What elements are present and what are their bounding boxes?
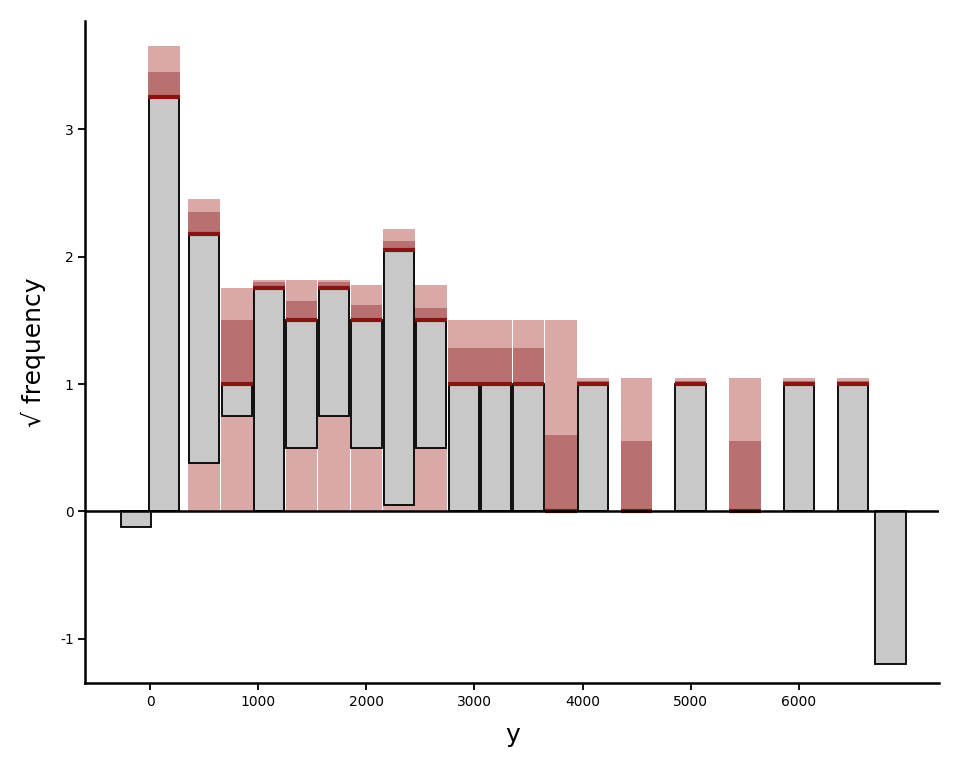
Bar <box>350 305 382 326</box>
Bar <box>782 382 815 384</box>
Bar <box>222 384 252 415</box>
Bar <box>351 320 381 448</box>
Bar <box>350 285 382 511</box>
Bar <box>545 435 577 511</box>
Bar <box>876 511 905 664</box>
Bar <box>578 378 610 511</box>
Y-axis label: √ frequency: √ frequency <box>21 277 46 427</box>
Bar <box>318 282 349 301</box>
Bar <box>286 320 317 448</box>
Bar <box>782 378 815 511</box>
Bar <box>448 384 479 511</box>
X-axis label: y: y <box>505 723 519 747</box>
Bar <box>513 349 544 384</box>
Bar <box>447 349 480 384</box>
Bar <box>253 282 285 301</box>
Bar <box>837 378 869 511</box>
Bar <box>621 442 653 511</box>
Bar <box>384 250 414 505</box>
Bar <box>480 320 512 511</box>
Bar <box>837 382 869 384</box>
Bar <box>383 229 415 511</box>
Bar <box>416 307 447 326</box>
Bar <box>675 382 707 384</box>
Bar <box>513 320 544 511</box>
Bar <box>286 301 318 326</box>
Bar <box>676 384 706 511</box>
Bar <box>416 285 447 511</box>
Bar <box>514 384 543 511</box>
Bar <box>121 511 152 527</box>
Bar <box>319 289 349 415</box>
Bar <box>254 289 284 511</box>
Bar <box>447 320 480 511</box>
Bar <box>149 46 180 511</box>
Bar <box>221 289 252 511</box>
Bar <box>578 382 610 384</box>
Bar <box>318 280 349 511</box>
Bar <box>481 384 512 511</box>
Bar <box>188 212 220 250</box>
Bar <box>480 349 512 384</box>
Bar <box>149 98 180 511</box>
Bar <box>578 384 609 511</box>
Bar <box>783 384 814 511</box>
Bar <box>188 199 220 511</box>
Bar <box>253 280 285 511</box>
Bar <box>383 241 415 263</box>
Bar <box>837 384 868 511</box>
Bar <box>545 320 577 511</box>
Bar <box>221 320 252 384</box>
Bar <box>621 378 653 511</box>
Bar <box>286 280 318 511</box>
Bar <box>729 442 760 511</box>
Bar <box>729 378 760 511</box>
Bar <box>675 378 707 511</box>
Bar <box>416 320 446 448</box>
Bar <box>149 71 180 98</box>
Bar <box>189 233 220 463</box>
